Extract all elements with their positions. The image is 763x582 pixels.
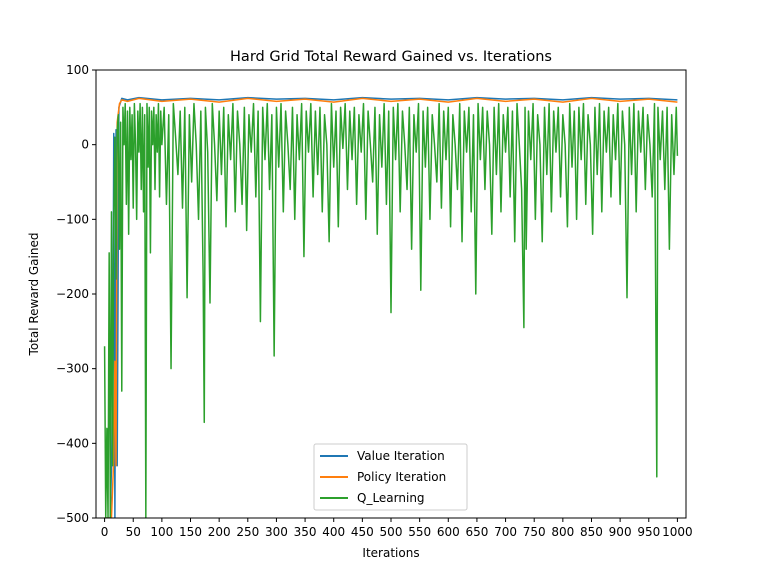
x-tick-label: 550 <box>408 525 431 539</box>
y-tick-label: −200 <box>56 287 89 301</box>
y-tick-label: −100 <box>56 212 89 226</box>
x-axis-label: Iterations <box>362 546 419 560</box>
y-tick-label: −500 <box>56 511 89 525</box>
x-tick-label: 1000 <box>662 525 693 539</box>
x-tick-label: 300 <box>265 525 288 539</box>
y-axis-label: Total Reward Gained <box>27 233 41 357</box>
legend-label: Policy Iteration <box>357 470 446 484</box>
x-tick-label: 850 <box>580 525 603 539</box>
y-tick-label: −300 <box>56 362 89 376</box>
y-tick-label: 100 <box>66 63 89 77</box>
series-line-q-learning <box>103 102 679 518</box>
x-tick-label: 150 <box>179 525 202 539</box>
x-axis: 0 50 100 150 200 250 300 350 400 450 500 550 600 650 7… <box>101 518 693 539</box>
x-tick-label: 700 <box>494 525 517 539</box>
y-axis: −500 −400 −300 −200 −100 0 100 <box>56 63 96 525</box>
x-tick-label: 750 <box>523 525 546 539</box>
x-tick-label: 350 <box>294 525 317 539</box>
x-tick-label: 650 <box>465 525 488 539</box>
x-tick-label: 250 <box>236 525 259 539</box>
x-tick-label: 200 <box>208 525 231 539</box>
plot-area <box>95 69 687 519</box>
x-tick-label: 900 <box>609 525 632 539</box>
y-tick-label: −400 <box>56 436 89 450</box>
x-tick-label: 50 <box>126 525 141 539</box>
x-tick-label: 450 <box>351 525 374 539</box>
legend-box <box>313 443 468 511</box>
x-tick-label: 800 <box>551 525 574 539</box>
x-tick-label: 950 <box>637 525 660 539</box>
x-tick-label: 500 <box>380 525 403 539</box>
legend-label: Q_Learning <box>357 491 425 505</box>
chart-title: Hard Grid Total Reward Gained vs. Iterat… <box>230 49 552 65</box>
x-tick-label: 100 <box>150 525 173 539</box>
series-layer <box>103 96 679 518</box>
x-tick-label: 600 <box>437 525 460 539</box>
x-tick-label: 400 <box>322 525 345 539</box>
legend: Value Iteration Policy Iteration Q_Learnin… <box>313 443 468 511</box>
x-tick-label: 0 <box>101 525 109 539</box>
y-tick-label: 0 <box>81 138 89 152</box>
legend-label: Value Iteration <box>357 449 445 463</box>
